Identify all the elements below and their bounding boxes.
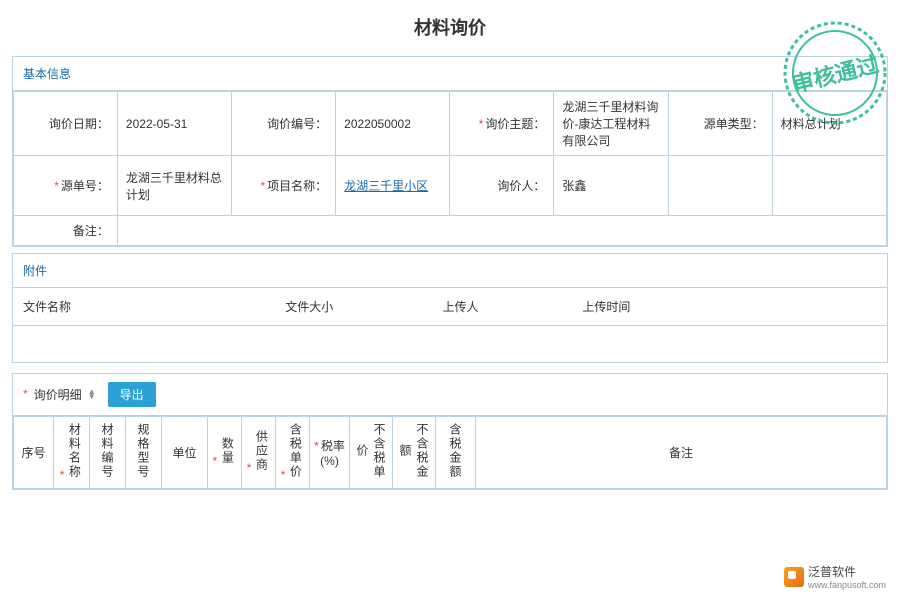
col-notax-price: 不含税单价 [350,416,393,488]
remark-value [117,216,886,246]
attachment-table: 文件名称 文件大小 上传人 上传时间 [13,288,887,362]
basic-info-table: 询价日期： 2022-05-31 询价编号： 2022050002 *询价主题：… [13,91,887,246]
detail-title: 询价明细 [34,386,82,403]
col-tax-price: *含税单价 [276,416,310,488]
col-uploadtime: 上传时间 [572,288,747,326]
inquiry-no-label: 询价编号： [232,92,336,156]
col-tax-amount: 含税金额 [436,416,476,488]
inquiry-subject-value: 龙湖三千里材料询价-康达工程材料有限公司 [554,92,668,156]
project-value[interactable]: 龙湖三千里小区 [336,156,450,216]
col-mat-name: *材料名称 [54,416,90,488]
attachment-header: 附件 [13,254,887,288]
col-blank1 [747,288,817,326]
logo-url: www.fanpusoft.com [808,580,886,590]
source-no-value: 龙湖三千里材料总计划 [117,156,231,216]
col-mat-code: 材料编号 [90,416,126,488]
col-spec: 规格型号 [126,416,162,488]
export-button[interactable]: 导出 [108,382,156,407]
empty-value [772,156,886,216]
logo-icon [784,567,804,587]
inquiry-date-value: 2022-05-31 [117,92,231,156]
col-notax-amount: 不含税金额 [393,416,436,488]
inquirer-value: 张鑫 [554,156,668,216]
logo-name: 泛普软件 [808,565,856,579]
brand-logo: 泛普软件 www.fanpusoft.com [784,563,886,590]
detail-table: 序号 *材料名称 材料编号 规格型号 单位 *数量 *供应商 *含税单价 *税率… [13,416,887,489]
basic-info-header: 基本信息 [13,57,887,91]
page-title: 材料询价 [0,0,900,50]
attachment-panel: 附件 文件名称 文件大小 上传人 上传时间 [12,253,888,363]
col-remark: 备注 [476,416,887,488]
inquiry-no-value: 2022050002 [336,92,450,156]
remark-label: 备注： [14,216,118,246]
attachment-empty-row [13,326,887,362]
col-unit: 单位 [162,416,208,488]
basic-info-panel: 基本信息 询价日期： 2022-05-31 询价编号： 2022050002 *… [12,56,888,247]
source-no-label: *源单号： [14,156,118,216]
sort-icon[interactable]: ▲▼ [88,389,96,399]
inquirer-label: 询价人： [450,156,554,216]
col-filesize: 文件大小 [275,288,432,326]
empty-label [668,156,772,216]
detail-header: *询价明细 ▲▼ 导出 [13,374,887,416]
col-uploader: 上传人 [433,288,573,326]
col-blank2 [817,288,887,326]
col-tax-rate: *税率(%) [310,416,350,488]
col-qty: *数量 [208,416,242,488]
project-label: *项目名称： [232,156,336,216]
col-seq: 序号 [14,416,54,488]
col-filename: 文件名称 [13,288,275,326]
inquiry-subject-label: *询价主题： [450,92,554,156]
source-type-value: 材料总计划 [772,92,886,156]
col-supplier: *供应商 [242,416,276,488]
source-type-label: 源单类型： [668,92,772,156]
detail-panel: *询价明细 ▲▼ 导出 序号 *材料名称 材料编号 规格型号 单位 *数量 *供… [12,373,888,490]
inquiry-date-label: 询价日期： [14,92,118,156]
